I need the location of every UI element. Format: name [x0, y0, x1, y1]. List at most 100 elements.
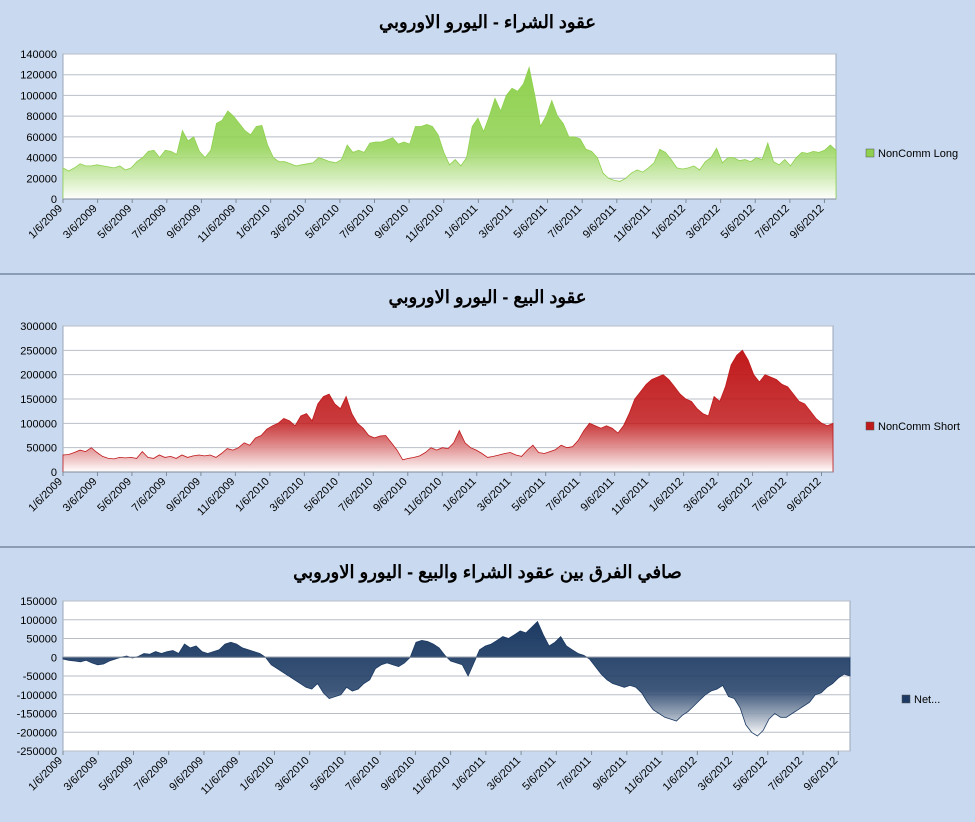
data-point [62, 454, 63, 455]
data-point [317, 403, 318, 404]
data-point [204, 455, 205, 456]
data-point [489, 116, 490, 117]
data-point [153, 150, 154, 151]
data-point [479, 649, 480, 650]
data-point [487, 457, 488, 458]
data-point [207, 653, 208, 654]
data-point [740, 707, 741, 708]
data-point [272, 425, 273, 426]
data-point [363, 428, 364, 429]
data-point [381, 664, 382, 665]
data-point [193, 455, 194, 456]
data-point [597, 157, 598, 158]
data-point [617, 433, 618, 434]
data-point [460, 165, 461, 166]
data-point [773, 161, 774, 162]
data-point [108, 166, 109, 167]
data-point [797, 709, 798, 710]
area-series [62, 349, 834, 473]
data-point [346, 396, 347, 397]
x-tick-label: 11/6/2011 [622, 755, 664, 797]
x-tick-label: 5/6/2011 [520, 755, 558, 793]
data-point [583, 430, 584, 431]
x-tick-label: 5/6/2012 [716, 476, 755, 515]
data-point [80, 163, 81, 164]
data-point [351, 413, 352, 414]
data-point [748, 360, 749, 361]
area-series [62, 620, 851, 737]
data-point [780, 717, 781, 718]
data-point [531, 627, 532, 628]
data-point [199, 151, 200, 152]
data-point [323, 692, 324, 693]
x-tick-label: 5/6/2010 [302, 476, 341, 515]
data-point [583, 655, 584, 656]
data-point [476, 450, 477, 451]
x-tick-label: 7/6/2010 [337, 476, 376, 515]
data-point [453, 442, 454, 443]
data-point [85, 451, 86, 452]
data-point [155, 651, 156, 652]
data-point [537, 621, 538, 622]
x-tick-label: 7/6/2011 [544, 476, 582, 514]
data-point [549, 645, 550, 646]
data-point [470, 447, 471, 448]
data-point [508, 638, 509, 639]
data-point [408, 458, 409, 459]
data-point [294, 679, 295, 680]
data-point [554, 642, 555, 643]
chart-title-net: صافي الفرق بين عقود الشراء والبيع - اليو… [293, 562, 682, 582]
data-point [130, 457, 131, 458]
data-point [79, 450, 80, 451]
data-point [589, 423, 590, 424]
data-point [415, 642, 416, 643]
data-point [784, 159, 785, 160]
data-point [459, 430, 460, 431]
data-point [176, 458, 177, 459]
data-point [719, 401, 720, 402]
data-point [91, 165, 92, 166]
data-point [215, 457, 216, 458]
data-point [210, 150, 211, 151]
data-point [496, 640, 497, 641]
data-point [634, 398, 635, 399]
data-point [691, 401, 692, 402]
y-tick-label: 150000 [20, 394, 57, 406]
data-point [187, 457, 188, 458]
data-point [606, 679, 607, 680]
data-point [832, 683, 833, 684]
data-point [273, 157, 274, 158]
x-tick-label: 5/6/2009 [96, 203, 135, 242]
data-point [591, 151, 592, 152]
data-point [504, 453, 505, 454]
data-point [261, 435, 262, 436]
data-point [278, 423, 279, 424]
data-point [520, 630, 521, 631]
data-point [375, 668, 376, 669]
data-point [665, 152, 666, 153]
data-point [295, 165, 296, 166]
data-point [756, 157, 757, 158]
data-point [201, 651, 202, 652]
data-point [494, 98, 495, 99]
data-point [606, 425, 607, 426]
x-tick-label: 3/6/2012 [681, 476, 720, 515]
data-point [838, 677, 839, 678]
data-point [657, 377, 658, 378]
data-point [244, 130, 245, 131]
data-point [612, 428, 613, 429]
data-point [801, 152, 802, 153]
data-point [682, 168, 683, 169]
data-point [261, 125, 262, 126]
data-point [510, 452, 511, 453]
data-point [213, 651, 214, 652]
x-tick-label: 1/6/2011 [450, 755, 488, 793]
x-tick-label: 11/6/2009 [195, 476, 238, 519]
data-point [728, 696, 729, 697]
x-tick-label: 5/6/2012 [731, 755, 770, 794]
data-point [91, 447, 92, 448]
y-tick-label: 100000 [20, 418, 57, 430]
data-point [534, 95, 535, 96]
x-tick-label: 5/6/2009 [95, 476, 134, 515]
x-tick-label: 11/6/2009 [196, 203, 239, 246]
